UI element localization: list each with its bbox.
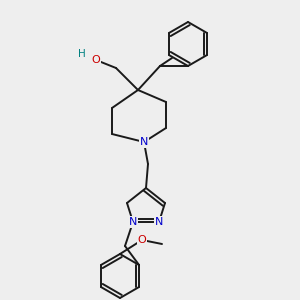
Text: H: H	[78, 49, 86, 59]
Text: O: O	[138, 235, 146, 245]
Text: N: N	[140, 137, 148, 147]
Text: N: N	[155, 217, 163, 227]
Text: N: N	[129, 217, 137, 227]
Text: O: O	[92, 55, 100, 65]
